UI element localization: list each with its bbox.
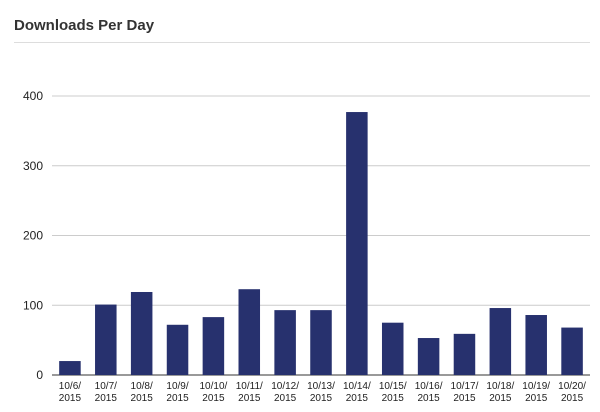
x-tick-label: 10/8/2015 [131,381,154,404]
title-divider [14,42,590,43]
x-tick-label: 10/10/2015 [199,381,227,404]
x-tick-label: 10/13/2015 [307,381,335,404]
y-tick-label: 200 [23,229,43,243]
y-tick-label: 100 [23,298,43,312]
y-axis-ticks: 0 100 200 300 400 [23,89,43,382]
bar[interactable] [166,324,189,375]
chart-title: Downloads Per Day [14,17,155,34]
y-tick-label: 300 [23,159,43,173]
y-tick-label: 400 [23,89,43,103]
bar[interactable] [130,291,153,375]
bar[interactable] [561,327,583,375]
x-tick-label: 10/7/2015 [95,381,118,404]
x-tick-label: 10/20/2015 [558,381,586,404]
bar[interactable] [274,310,296,375]
bar[interactable] [95,304,117,375]
x-tick-label: 10/15/2015 [379,381,407,404]
bar[interactable] [381,322,404,375]
bar[interactable] [238,289,261,375]
bar[interactable] [453,333,476,375]
x-tick-label: 10/9/2015 [166,381,189,404]
bar[interactable] [417,338,440,375]
bar[interactable] [310,310,332,375]
bar[interactable] [59,361,81,375]
x-tick-label: 10/16/2015 [415,381,443,404]
x-tick-label: 10/19/2015 [522,381,550,404]
y-tick-label: 0 [36,368,43,382]
x-tick-label: 10/11/2015 [236,381,263,404]
bars [59,112,583,375]
x-tick-label: 10/18/2015 [486,381,514,404]
x-axis-ticks: 10/6/2015 10/7/2015 10/8/2015 10/9/2015 10/1… [59,381,586,404]
x-tick-label: 10/12/2015 [271,381,299,404]
bar[interactable] [525,315,547,375]
x-tick-label: 10/6/2015 [59,381,82,404]
x-tick-label: 10/17/2015 [451,381,479,404]
x-tick-label: 10/14/2015 [343,381,371,404]
bar[interactable] [489,308,512,375]
bar[interactable] [202,317,225,375]
bar[interactable] [346,112,368,375]
